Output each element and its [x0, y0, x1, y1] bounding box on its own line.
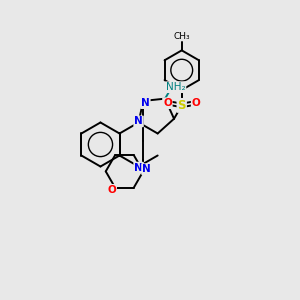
Text: NH₂: NH₂ [166, 82, 185, 92]
Text: O: O [163, 98, 172, 108]
Text: O: O [107, 185, 116, 195]
Text: N: N [134, 163, 143, 172]
Text: S: S [178, 99, 186, 112]
Text: CH₃: CH₃ [173, 32, 190, 40]
Text: N: N [134, 116, 143, 126]
Text: O: O [192, 98, 200, 108]
Text: N: N [141, 98, 150, 108]
Text: N: N [142, 164, 151, 174]
